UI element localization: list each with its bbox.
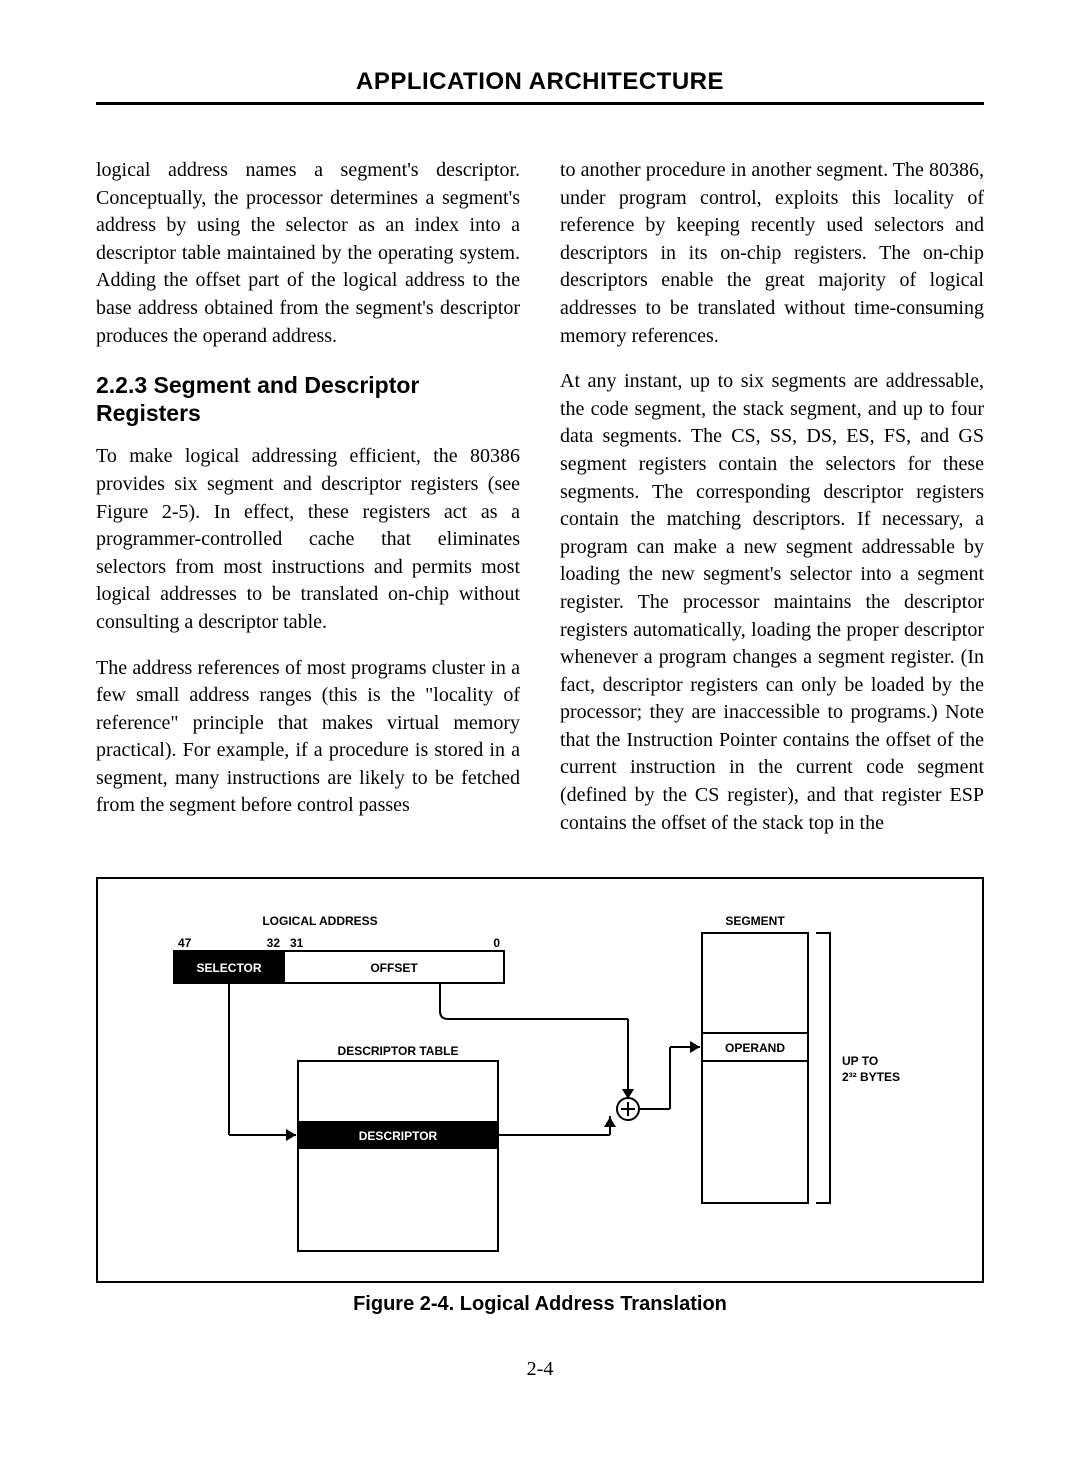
- figure-box: LOGICAL ADDRESS 47 32 31 0 SELECTOR OFFS…: [96, 877, 984, 1283]
- descriptor-table-box: [298, 1061, 498, 1251]
- page-header: APPLICATION ARCHITECTURE: [96, 68, 984, 105]
- bytes-label: 2³² BYTES: [842, 1070, 900, 1084]
- bit-32: 32: [267, 936, 281, 950]
- section-heading: 2.2.3 Segment and Descriptor Registers: [96, 372, 520, 427]
- right-column: to another procedure in another segment.…: [560, 157, 984, 855]
- segment-box: [702, 933, 808, 1203]
- figure-caption: Figure 2-4. Logical Address Translation: [96, 1293, 984, 1316]
- paragraph: To make logical addressing efficient, th…: [96, 443, 520, 636]
- paragraph: to another procedure in another segment.…: [560, 157, 984, 350]
- paragraph: At any instant, up to six segments are a…: [560, 368, 984, 837]
- bracket-icon: [816, 933, 830, 1203]
- arrowhead-icon: [604, 1117, 616, 1127]
- offset-label: OFFSET: [370, 961, 418, 975]
- bit-31: 31: [290, 936, 304, 950]
- left-column: logical address names a segment's descri…: [96, 157, 520, 855]
- segment-label: SEGMENT: [725, 914, 785, 928]
- logical-address-label: LOGICAL ADDRESS: [262, 914, 377, 928]
- offset-line-h: [440, 1011, 628, 1019]
- upto-label: UP TO: [842, 1054, 878, 1068]
- descriptor-table-label: DESCRIPTOR TABLE: [338, 1044, 459, 1058]
- operand-label: OPERAND: [725, 1041, 785, 1055]
- page-number: 2-4: [96, 1358, 984, 1381]
- arrowhead-icon: [690, 1041, 700, 1053]
- text-columns: logical address names a segment's descri…: [96, 157, 984, 855]
- bit-47: 47: [178, 936, 192, 950]
- descriptor-label: DESCRIPTOR: [359, 1129, 438, 1143]
- figure-svg: LOGICAL ADDRESS 47 32 31 0 SELECTOR OFFS…: [130, 907, 950, 1267]
- paragraph: The address references of most programs …: [96, 655, 520, 821]
- selector-label: SELECTOR: [196, 961, 261, 975]
- paragraph: logical address names a segment's descri…: [96, 157, 520, 350]
- bit-0: 0: [493, 936, 500, 950]
- arrowhead-icon: [286, 1129, 296, 1141]
